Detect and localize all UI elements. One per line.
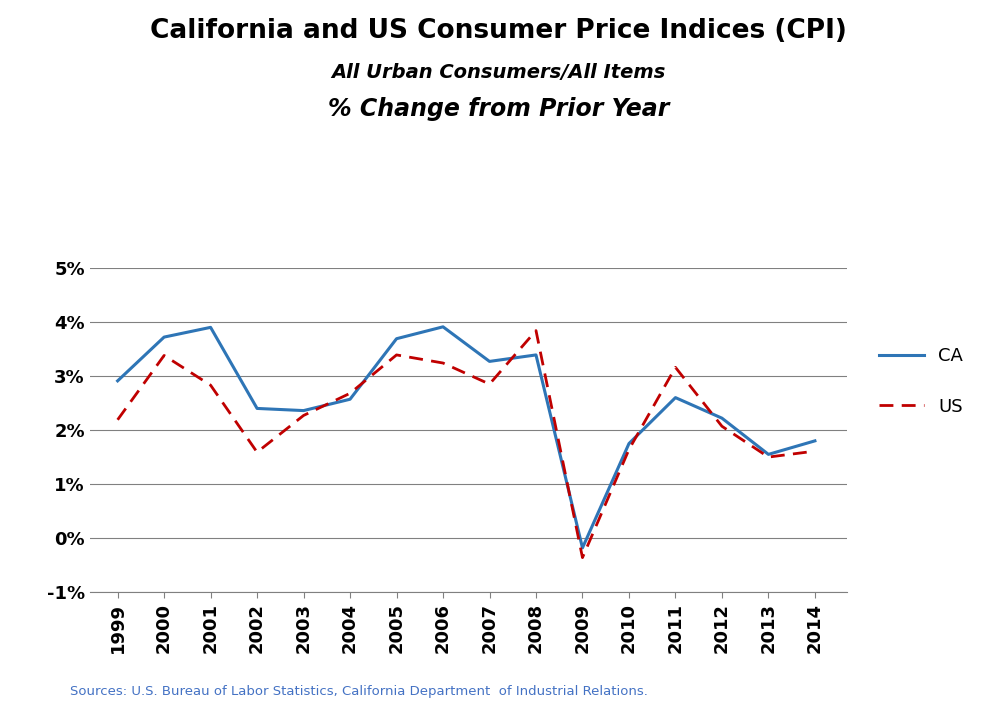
Text: All Urban Consumers/All Items: All Urban Consumers/All Items <box>331 63 666 82</box>
Text: Sources: U.S. Bureau of Labor Statistics, California Department  of Industrial R: Sources: U.S. Bureau of Labor Statistics… <box>70 685 648 698</box>
Text: % Change from Prior Year: % Change from Prior Year <box>328 97 669 121</box>
Text: California and US Consumer Price Indices (CPI): California and US Consumer Price Indices… <box>151 18 846 44</box>
Legend: CA, US: CA, US <box>871 340 970 423</box>
